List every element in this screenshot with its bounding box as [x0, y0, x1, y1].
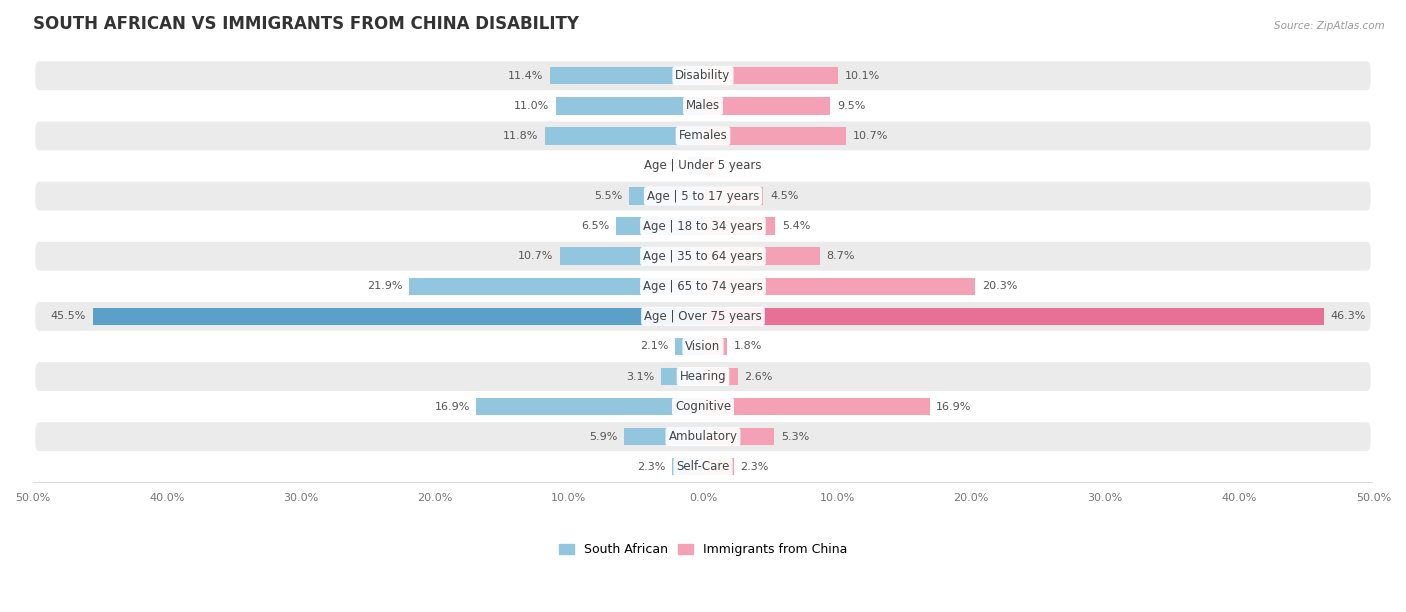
Text: Age | Over 75 years: Age | Over 75 years [644, 310, 762, 323]
FancyBboxPatch shape [35, 422, 1371, 451]
FancyBboxPatch shape [35, 152, 1371, 181]
Bar [661, 368, 703, 386]
Text: 2.6%: 2.6% [745, 371, 773, 381]
Bar [703, 338, 727, 355]
FancyBboxPatch shape [35, 91, 1371, 121]
FancyBboxPatch shape [35, 332, 1371, 361]
Text: Vision: Vision [685, 340, 721, 353]
Text: 2.3%: 2.3% [637, 462, 665, 472]
Bar [703, 368, 738, 386]
Legend: South African, Immigrants from China: South African, Immigrants from China [554, 538, 852, 561]
Bar [703, 428, 775, 446]
Text: 1.8%: 1.8% [734, 341, 762, 351]
Text: 2.1%: 2.1% [640, 341, 668, 351]
Bar [550, 67, 703, 84]
Text: Cognitive: Cognitive [675, 400, 731, 413]
Bar [703, 217, 775, 235]
Text: 10.7%: 10.7% [853, 131, 889, 141]
Text: 10.7%: 10.7% [517, 251, 553, 261]
Text: 6.5%: 6.5% [581, 221, 609, 231]
Bar [560, 247, 703, 265]
Bar [703, 97, 831, 114]
Bar [630, 187, 703, 205]
Text: Age | 65 to 74 years: Age | 65 to 74 years [643, 280, 763, 293]
Text: 5.4%: 5.4% [782, 221, 810, 231]
Bar [703, 157, 716, 174]
Text: Females: Females [679, 129, 727, 143]
Text: Age | 35 to 64 years: Age | 35 to 64 years [643, 250, 763, 263]
Bar [675, 338, 703, 355]
Bar [409, 278, 703, 295]
Bar [544, 127, 703, 144]
Text: 5.3%: 5.3% [780, 431, 808, 442]
Bar [703, 67, 838, 84]
Bar [703, 398, 929, 416]
Text: 5.5%: 5.5% [595, 191, 623, 201]
FancyBboxPatch shape [35, 242, 1371, 271]
Text: 16.9%: 16.9% [936, 401, 972, 412]
FancyBboxPatch shape [35, 392, 1371, 421]
Text: 10.1%: 10.1% [845, 71, 880, 81]
Bar [703, 458, 734, 476]
Text: 16.9%: 16.9% [434, 401, 470, 412]
Text: 5.9%: 5.9% [589, 431, 617, 442]
Text: 11.0%: 11.0% [513, 101, 548, 111]
Bar [703, 308, 1324, 325]
Text: 0.96%: 0.96% [723, 161, 758, 171]
Bar [689, 157, 703, 174]
Text: 20.3%: 20.3% [981, 282, 1018, 291]
Bar [93, 308, 703, 325]
Text: 8.7%: 8.7% [827, 251, 855, 261]
Bar [616, 217, 703, 235]
Text: Self-Care: Self-Care [676, 460, 730, 473]
Bar [703, 278, 976, 295]
FancyBboxPatch shape [35, 182, 1371, 211]
FancyBboxPatch shape [35, 61, 1371, 90]
FancyBboxPatch shape [35, 121, 1371, 151]
Bar [703, 127, 846, 144]
Text: Ambulatory: Ambulatory [668, 430, 738, 443]
Text: 2.3%: 2.3% [741, 462, 769, 472]
Bar [703, 187, 763, 205]
Bar [477, 398, 703, 416]
Text: 46.3%: 46.3% [1330, 312, 1365, 321]
Text: Age | Under 5 years: Age | Under 5 years [644, 160, 762, 173]
Text: Hearing: Hearing [679, 370, 727, 383]
FancyBboxPatch shape [35, 212, 1371, 241]
Text: 11.4%: 11.4% [508, 71, 544, 81]
Text: Age | 5 to 17 years: Age | 5 to 17 years [647, 190, 759, 203]
Bar [703, 247, 820, 265]
Text: 9.5%: 9.5% [837, 101, 866, 111]
Text: 45.5%: 45.5% [51, 312, 86, 321]
Text: 1.1%: 1.1% [654, 161, 682, 171]
Text: 3.1%: 3.1% [627, 371, 655, 381]
Bar [672, 458, 703, 476]
FancyBboxPatch shape [35, 452, 1371, 481]
Text: 11.8%: 11.8% [503, 131, 538, 141]
Bar [624, 428, 703, 446]
FancyBboxPatch shape [35, 302, 1371, 331]
Text: 21.9%: 21.9% [367, 282, 402, 291]
Text: Source: ZipAtlas.com: Source: ZipAtlas.com [1274, 21, 1385, 31]
Text: Age | 18 to 34 years: Age | 18 to 34 years [643, 220, 763, 233]
Text: Males: Males [686, 99, 720, 113]
FancyBboxPatch shape [35, 362, 1371, 391]
FancyBboxPatch shape [35, 272, 1371, 300]
Text: SOUTH AFRICAN VS IMMIGRANTS FROM CHINA DISABILITY: SOUTH AFRICAN VS IMMIGRANTS FROM CHINA D… [32, 15, 579, 33]
Bar [555, 97, 703, 114]
Text: 4.5%: 4.5% [770, 191, 799, 201]
Text: Disability: Disability [675, 69, 731, 82]
